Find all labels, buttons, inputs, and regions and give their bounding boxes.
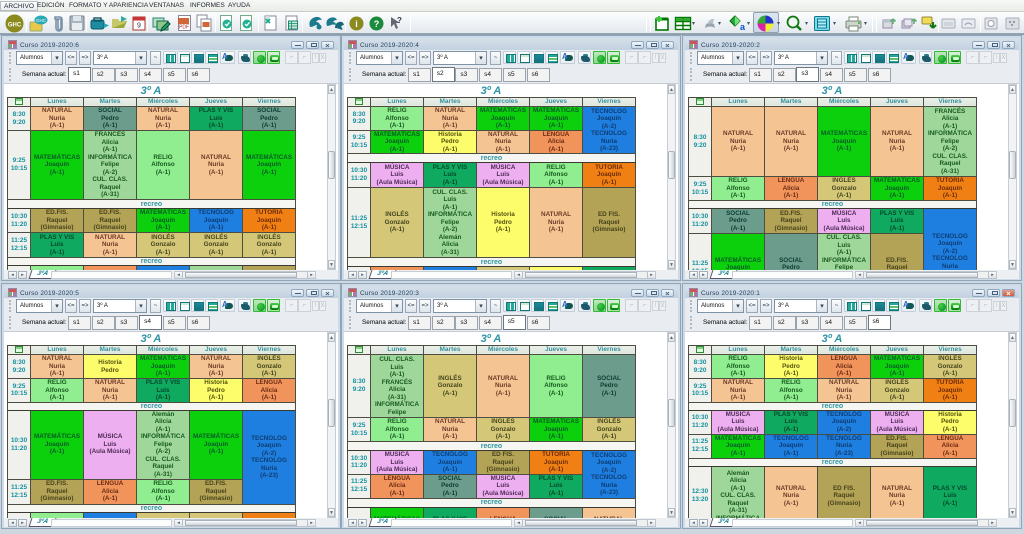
svg-text:PDF: PDF — [179, 25, 189, 31]
svg-text:a: a — [740, 22, 746, 32]
svg-text:GHC: GHC — [8, 23, 22, 29]
svg-text:?: ? — [374, 19, 380, 29]
svg-text:?: ? — [397, 16, 402, 25]
svg-text:GHC: GHC — [36, 18, 47, 23]
svg-text:9: 9 — [137, 23, 141, 30]
svg-text:i: i — [355, 19, 358, 29]
